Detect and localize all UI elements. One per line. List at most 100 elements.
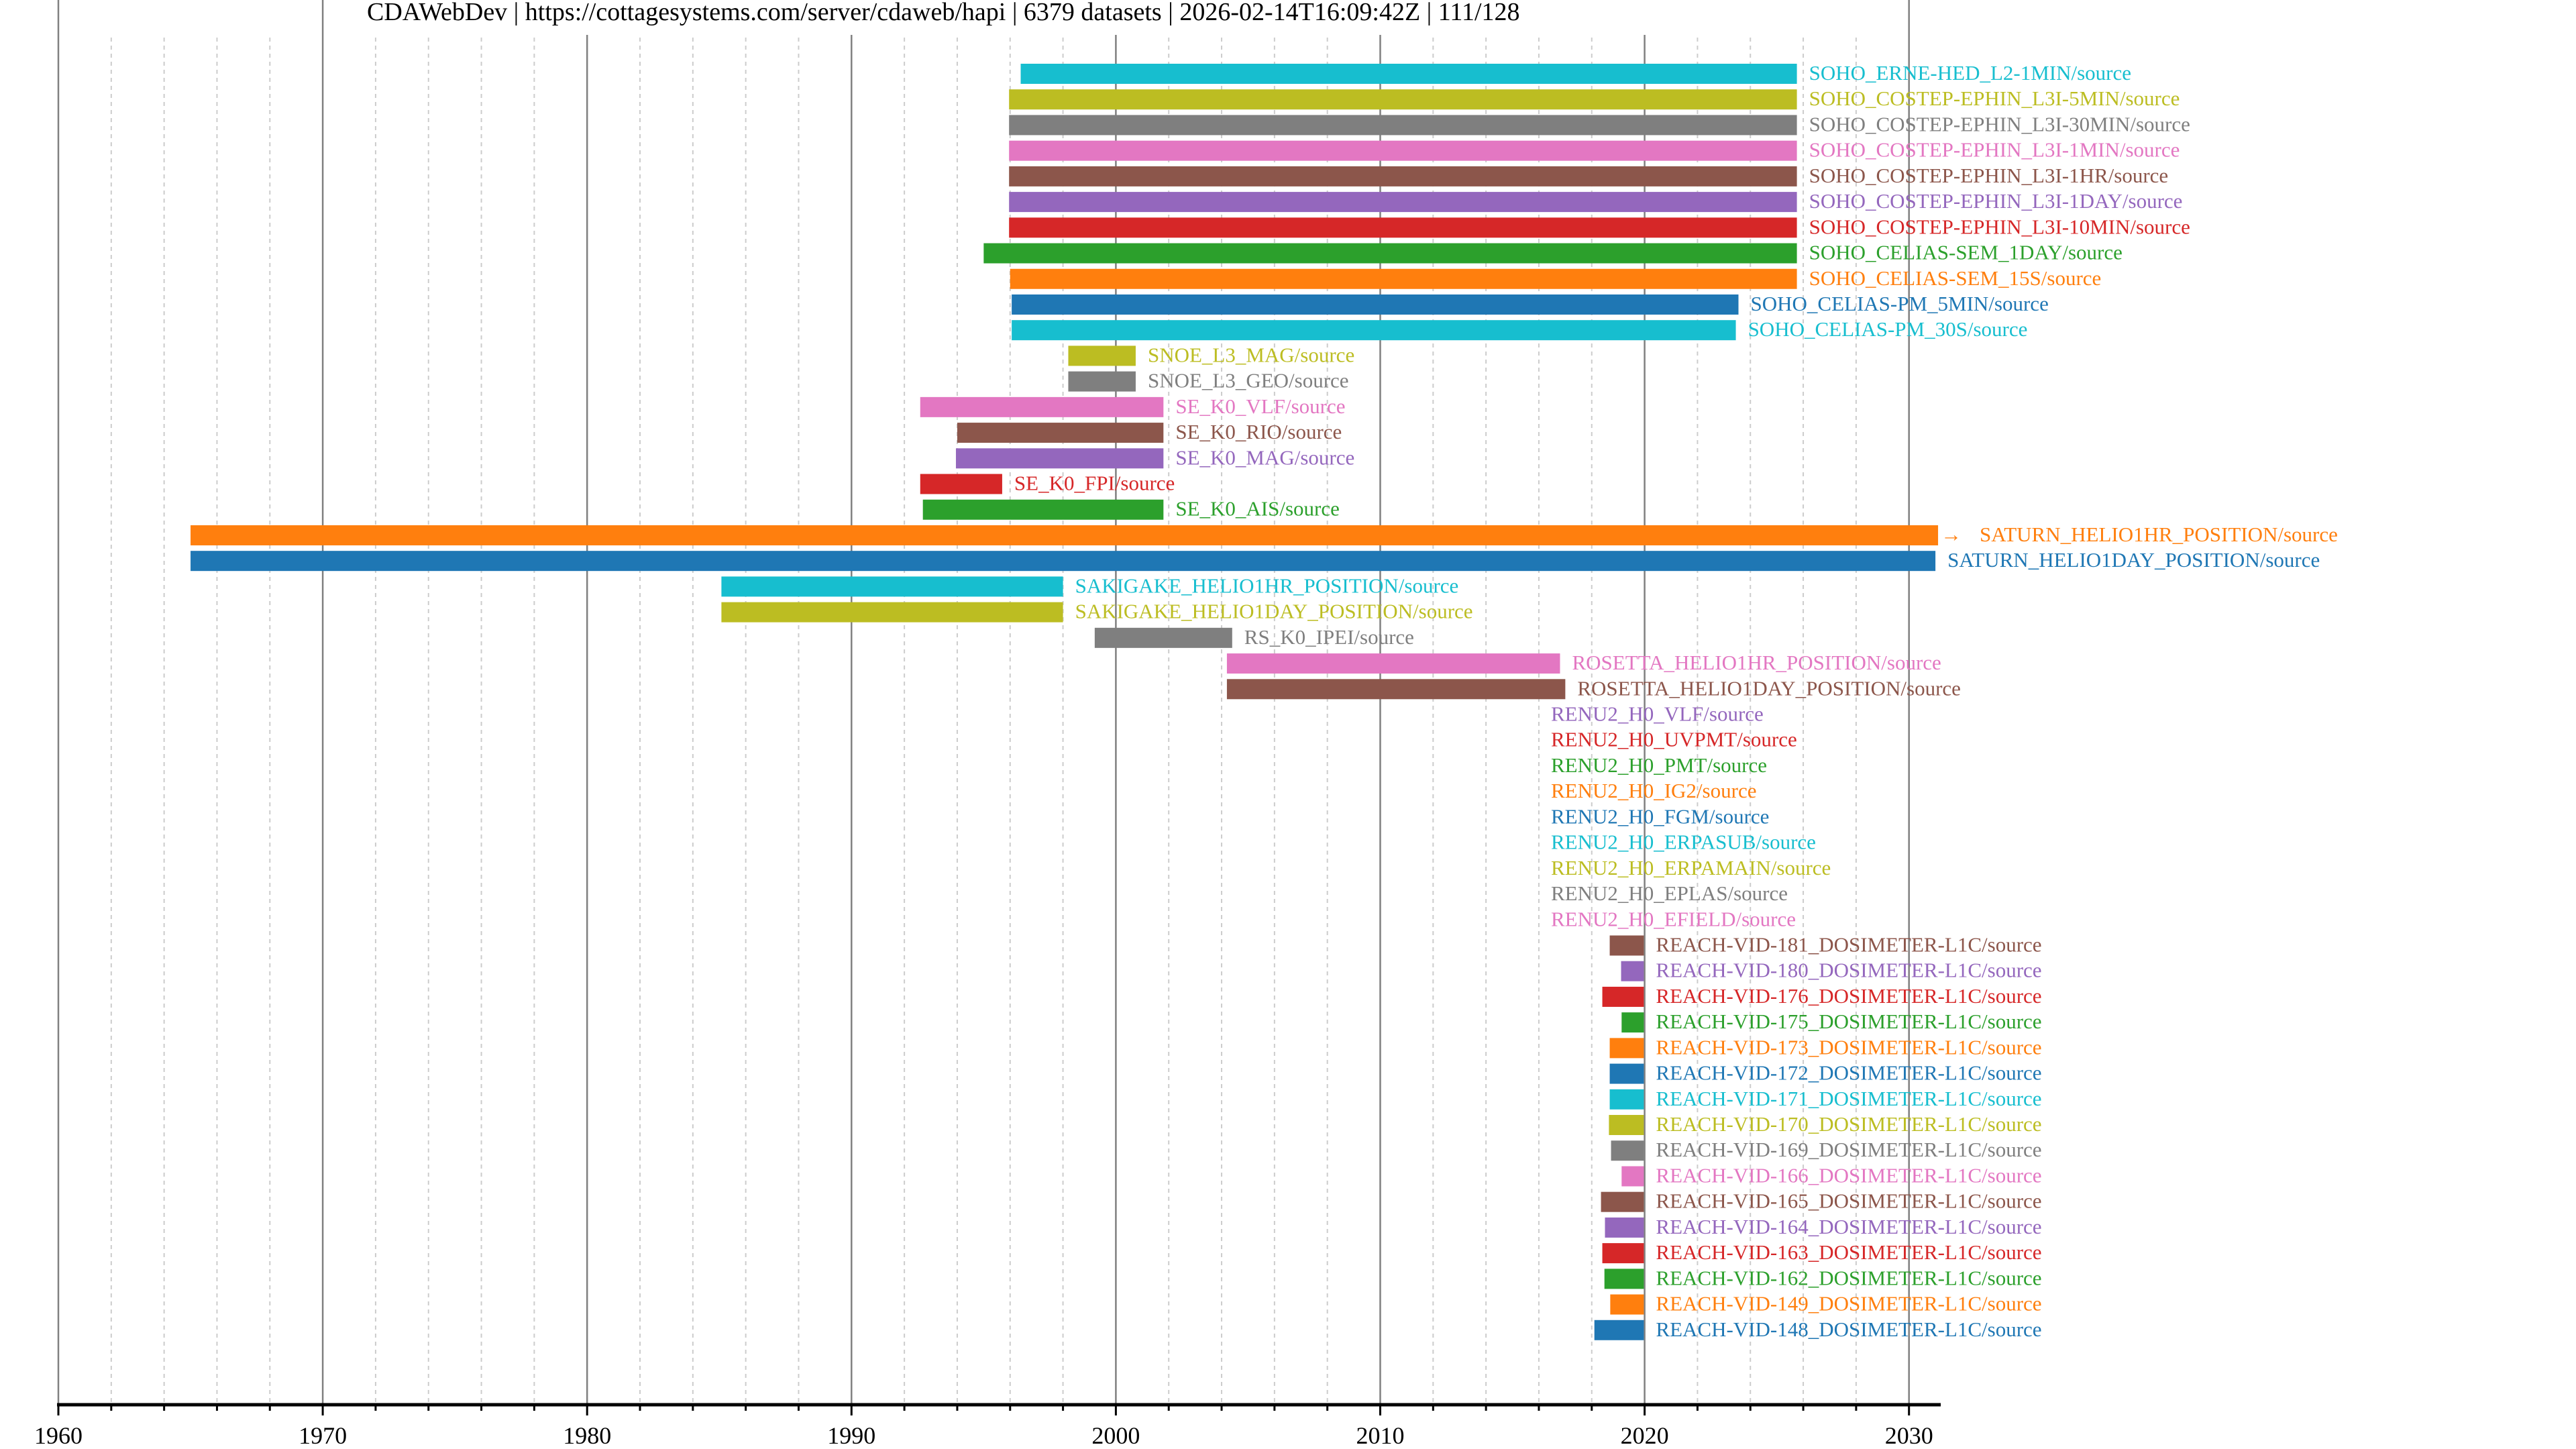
dataset-label: SOHO_ERNE-HED_L2-1MIN/source	[1809, 61, 2131, 85]
dataset-label: RENU2_H0_VLF/source	[1551, 702, 1764, 726]
dataset-label: SOHO_COSTEP-EPHIN_L3I-5MIN/source	[1809, 87, 2180, 110]
dataset-label: SAKIGAKE_HELIO1HR_POSITION/source	[1075, 574, 1459, 597]
dataset-label: REACH-VID-175_DOSIMETER-L1C/source	[1656, 1010, 2041, 1033]
dataset-bar	[191, 551, 1936, 572]
dataset-bar	[1009, 89, 1797, 110]
dataset-label: SOHO_CELIAS-SEM_15S/source	[1809, 266, 2102, 290]
dataset-label: SOHO_COSTEP-EPHIN_L3I-30MIN/source	[1809, 112, 2190, 136]
dataset-label: RS_K0_IPEI/source	[1244, 625, 1414, 649]
dataset-bar	[1009, 140, 1797, 161]
dataset-label: REACH-VID-171_DOSIMETER-L1C/source	[1656, 1087, 2041, 1110]
dataset-bar	[1621, 961, 1644, 981]
dataset-bar	[191, 525, 1939, 545]
title-background	[349, 0, 1677, 35]
x-tick-label: 2010	[1356, 1422, 1405, 1449]
dataset-bar	[721, 602, 1063, 623]
dataset-label: SE_K0_RIO/source	[1175, 420, 1342, 443]
dataset-bar	[1602, 1243, 1644, 1264]
dataset-label: ROSETTA_HELIO1DAY_POSITION/source	[1577, 676, 1961, 700]
dataset-label: SOHO_CELIAS-PM_30S/source	[1748, 317, 2028, 341]
dataset-bar	[1609, 1038, 1644, 1059]
dataset-label: REACH-VID-176_DOSIMETER-L1C/source	[1656, 984, 2041, 1008]
dataset-bar	[1621, 1012, 1644, 1033]
dataset-label: REACH-VID-181_DOSIMETER-L1C/source	[1656, 932, 2041, 956]
dataset-label: REACH-VID-166_DOSIMETER-L1C/source	[1656, 1163, 2041, 1187]
dataset-bar	[1020, 64, 1797, 84]
dataset-bar	[1611, 1140, 1644, 1161]
dataset-bar	[1009, 115, 1797, 136]
dataset-bar	[1226, 679, 1566, 700]
dataset-bar	[1009, 217, 1797, 238]
dataset-label: REACH-VID-163_DOSIMETER-L1C/source	[1656, 1240, 2041, 1264]
dataset-label: SATURN_HELIO1HR_POSITION/source	[1980, 523, 2338, 546]
dataset-label: SE_K0_MAG/source	[1175, 445, 1354, 469]
minor-gridlines	[110, 38, 1857, 1405]
dataset-bar	[920, 396, 1164, 417]
dataset-bar	[1605, 1217, 1644, 1238]
dataset-label: REACH-VID-172_DOSIMETER-L1C/source	[1656, 1061, 2041, 1085]
dataset-bar	[1609, 1063, 1644, 1084]
chart-title: CDAWebDev | https://cottagesystems.com/s…	[367, 0, 1520, 26]
dataset-label: ROSETTA_HELIO1HR_POSITION/source	[1572, 651, 1941, 674]
x-tick-label: 2000	[1091, 1422, 1140, 1449]
dataset-bar	[1609, 1115, 1644, 1136]
dataset-label: SE_K0_FPI/source	[1014, 472, 1175, 495]
dataset-bar	[1610, 1294, 1644, 1315]
dataset-label: REACH-VID-180_DOSIMETER-L1C/source	[1656, 959, 2041, 982]
x-tick-label: 2030	[1885, 1422, 1933, 1449]
dataset-label: SOHO_CELIAS-PM_5MIN/source	[1751, 292, 2049, 315]
dataset-bar	[983, 243, 1797, 264]
dataset-label: SOHO_COSTEP-EPHIN_L3I-10MIN/source	[1809, 215, 2190, 238]
dataset-label: REACH-VID-149_DOSIMETER-L1C/source	[1656, 1292, 2041, 1316]
x-tick-label: 2020	[1621, 1422, 1669, 1449]
dataset-label: REACH-VID-169_DOSIMETER-L1C/source	[1656, 1138, 2041, 1161]
dataset-label: RENU2_H0_ERPAMAIN/source	[1551, 856, 1831, 879]
dataset-label: SOHO_COSTEP-EPHIN_L3I-1MIN/source	[1809, 138, 2180, 162]
dataset-bar	[922, 499, 1164, 520]
dataset-label: RENU2_H0_PMT/source	[1551, 753, 1767, 777]
dataset-label: SATURN_HELIO1DAY_POSITION/source	[1947, 548, 2320, 572]
dataset-bar	[1226, 653, 1560, 674]
dataset-label: SOHO_COSTEP-EPHIN_L3I-1DAY/source	[1809, 189, 2183, 213]
dataset-label: SE_K0_VLF/source	[1175, 394, 1345, 418]
dataset-label: RENU2_H0_IG2/source	[1551, 779, 1757, 802]
x-tick-label: 1960	[34, 1422, 83, 1449]
dataset-label: REACH-VID-148_DOSIMETER-L1C/source	[1656, 1318, 2041, 1341]
dataset-label: SOHO_COSTEP-EPHIN_L3I-1HR/source	[1809, 164, 2169, 187]
dataset-bar	[1094, 627, 1232, 648]
dataset-label: RENU2_H0_EPLAS/source	[1551, 881, 1788, 905]
dataset-bar	[1009, 166, 1797, 186]
dataset-label: REACH-VID-170_DOSIMETER-L1C/source	[1656, 1112, 2041, 1136]
dataset-bar	[1012, 294, 1739, 315]
continues-arrow-icon: →	[1941, 523, 1962, 546]
dataset-bar	[1604, 1269, 1644, 1289]
x-axis: 1960 1970 1980 1990 2000 2010 2020 2030	[34, 1403, 1941, 1449]
dataset-bars	[191, 64, 1939, 1340]
x-tick-label: 1990	[827, 1422, 875, 1449]
dataset-bar	[957, 423, 1164, 443]
dataset-bar	[1009, 192, 1797, 213]
dataset-label: SOHO_CELIAS-SEM_1DAY/source	[1809, 241, 2123, 264]
dataset-label: RENU2_H0_FGM/source	[1551, 804, 1770, 828]
dataset-label: SE_K0_AIS/source	[1175, 497, 1340, 521]
x-tick-label: 1970	[299, 1422, 347, 1449]
dataset-bar	[721, 576, 1063, 597]
dataset-label: RENU2_H0_UVPMT/source	[1551, 728, 1797, 751]
dataset-label: SNOE_L3_GEO/source	[1148, 369, 1349, 392]
dataset-bar	[1609, 935, 1644, 956]
dataset-label: REACH-VID-173_DOSIMETER-L1C/source	[1656, 1035, 2041, 1059]
dataset-bar	[1621, 1166, 1644, 1187]
dataset-label: RENU2_H0_ERPASUB/source	[1551, 830, 1816, 854]
dataset-bar	[920, 474, 1002, 494]
dataset-labels: SOHO_ERNE-HED_L2-1MIN/sourceSOHO_COSTEP-…	[1014, 61, 2338, 1341]
dataset-bar	[1012, 320, 1736, 341]
dataset-bar	[1068, 345, 1136, 366]
dataset-label: RENU2_H0_EFIELD/source	[1551, 907, 1796, 930]
dataset-bar	[1602, 986, 1644, 1007]
dataset-label: REACH-VID-165_DOSIMETER-L1C/source	[1656, 1189, 2041, 1213]
dataset-bar	[1609, 1089, 1644, 1110]
dataset-label: SAKIGAKE_HELIO1DAY_POSITION/source	[1075, 600, 1473, 623]
x-tick-label: 1980	[563, 1422, 611, 1449]
dataset-bar	[1601, 1191, 1644, 1212]
